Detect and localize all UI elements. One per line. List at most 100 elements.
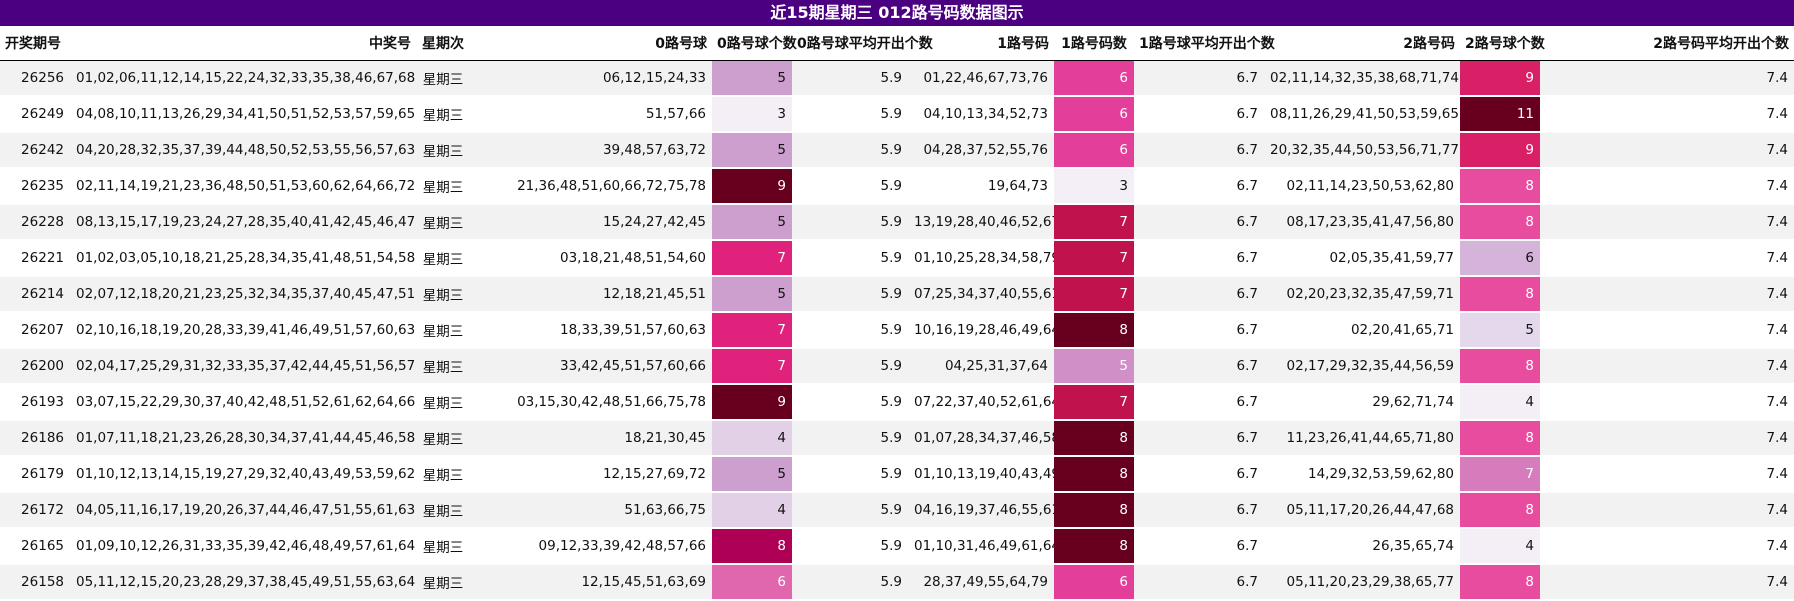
route2-count-cell: 11 [1460,96,1540,133]
route2-count-cell: 4 [1460,528,1540,565]
numbers-cell: 02,11,14,19,21,23,36,48,50,51,53,60,62,6… [70,168,416,205]
route0-avg-cell: 5.9 [792,96,908,133]
header-route1-numbers[interactable]: 1路号码 [908,26,1054,61]
route2-avg-cell: 7.4 [1540,384,1794,421]
route2-avg-cell: 7.4 [1540,348,1794,385]
route1-count-cell: 5 [1054,348,1134,385]
header-route2-avg[interactable]: 2路号码平均开出个数 [1540,26,1794,61]
issue-cell: 26186 [0,420,70,457]
page-title: 近15期星期三 012路号码数据图示 [0,0,1794,26]
route1-count-cell: 6 [1054,564,1134,601]
route0-avg-cell: 5.9 [792,348,908,385]
header-route1-avg[interactable]: 1路号球平均开出个数 [1134,26,1275,61]
route1-count-cell: 6 [1054,132,1134,169]
route0-count-cell: 9 [712,168,792,205]
issue-cell: 26256 [0,60,70,97]
route0-avg-cell: 5.9 [792,276,908,313]
table-row: 26158 05,11,12,15,20,23,28,29,37,38,45,49… [0,564,1794,601]
table-row: 26186 01,07,11,18,21,23,26,28,30,34,37,41… [0,420,1794,457]
table-row: 26235 02,11,14,19,21,23,36,48,50,51,53,60… [0,168,1794,205]
weekday-cell: 星期三 [416,204,470,241]
weekday-cell: 星期三 [416,384,470,421]
table-body: 26256 01,02,06,11,12,14,15,22,24,32,33,35… [0,60,1794,601]
route2-avg-cell: 7.4 [1540,204,1794,241]
header-route1-count[interactable]: 1路号码数 [1054,26,1134,61]
route1-numbers-cell: 19,64,73 [908,168,1054,205]
issue-cell: 26235 [0,168,70,205]
route2-numbers-cell: 08,11,26,29,41,50,53,59,65,74,77 [1264,96,1460,133]
header-route2-count[interactable]: 2路号球个数 [1460,26,1545,61]
route1-avg-cell: 6.7 [1134,528,1264,565]
route2-numbers-cell: 20,32,35,44,50,53,56,71,77 [1264,132,1460,169]
numbers-cell: 05,11,12,15,20,23,28,29,37,38,45,49,51,5… [70,564,416,601]
route0-numbers-cell: 21,36,48,51,60,66,72,75,78 [470,168,712,205]
route0-count-cell: 7 [712,312,792,349]
route2-numbers-cell: 08,17,23,35,41,47,56,80 [1264,204,1460,241]
route2-count-cell: 8 [1460,564,1540,601]
route2-avg-cell: 7.4 [1540,312,1794,349]
weekday-cell: 星期三 [416,60,470,97]
route1-count-cell: 7 [1054,276,1134,313]
route1-numbers-cell: 07,25,34,37,40,55,61 [908,276,1054,313]
route2-numbers-cell: 02,20,41,65,71 [1264,312,1460,349]
table-row: 26200 02,04,17,25,29,31,32,33,35,37,42,44… [0,348,1794,385]
route0-numbers-cell: 33,42,45,51,57,60,66 [470,348,712,385]
route1-count-cell: 3 [1054,168,1134,205]
route2-avg-cell: 7.4 [1540,96,1794,133]
issue-cell: 26172 [0,492,70,529]
route0-numbers-cell: 18,33,39,51,57,60,63 [470,312,712,349]
route1-count-cell: 8 [1054,528,1134,565]
route2-count-cell: 8 [1460,492,1540,529]
header-weekday[interactable]: 星期次 [416,26,470,61]
numbers-cell: 01,10,12,13,14,15,19,27,29,32,40,43,49,5… [70,456,416,493]
route2-avg-cell: 7.4 [1540,168,1794,205]
route2-count-cell: 9 [1460,60,1540,97]
route0-count-cell: 4 [712,420,792,457]
weekday-cell: 星期三 [416,312,470,349]
route0-numbers-cell: 15,24,27,42,45 [470,204,712,241]
numbers-cell: 04,08,10,11,13,26,29,34,41,50,51,52,53,5… [70,96,416,133]
route2-numbers-cell: 02,20,23,32,35,47,59,71 [1264,276,1460,313]
header-route2-numbers[interactable]: 2路号码 [1264,26,1460,61]
route0-numbers-cell: 09,12,33,39,42,48,57,66 [470,528,712,565]
route1-numbers-cell: 04,16,19,37,46,55,61,70 [908,492,1054,529]
route0-count-cell: 9 [712,384,792,421]
route0-numbers-cell: 18,21,30,45 [470,420,712,457]
route2-count-cell: 6 [1460,240,1540,277]
route1-numbers-cell: 01,10,25,28,34,58,79 [908,240,1054,277]
route1-avg-cell: 6.7 [1134,60,1264,97]
route2-numbers-cell: 02,05,35,41,59,77 [1264,240,1460,277]
table-row: 26165 01,09,10,12,26,31,33,35,39,42,46,48… [0,528,1794,565]
route0-avg-cell: 5.9 [792,168,908,205]
route0-numbers-cell: 12,15,45,51,63,69 [470,564,712,601]
route2-numbers-cell: 05,11,17,20,26,44,47,68 [1264,492,1460,529]
route1-numbers-cell: 01,10,13,19,40,43,49,73 [908,456,1054,493]
numbers-cell: 01,09,10,12,26,31,33,35,39,42,46,48,49,5… [70,528,416,565]
header-numbers[interactable]: 中奖号 [70,26,416,61]
route1-avg-cell: 6.7 [1134,168,1264,205]
route1-avg-cell: 6.7 [1134,384,1264,421]
route2-avg-cell: 7.4 [1540,420,1794,457]
table-row: 26179 01,10,12,13,14,15,19,27,29,32,40,43… [0,456,1794,493]
route2-count-cell: 8 [1460,276,1540,313]
weekday-cell: 星期三 [416,528,470,565]
header-route0-avg[interactable]: 0路号球平均开出个数 [792,26,933,61]
route1-avg-cell: 6.7 [1134,312,1264,349]
header-route0-numbers[interactable]: 0路号球 [470,26,712,61]
route0-avg-cell: 5.9 [792,456,908,493]
route1-avg-cell: 6.7 [1134,492,1264,529]
route1-count-cell: 7 [1054,204,1134,241]
route2-avg-cell: 7.4 [1540,132,1794,169]
route0-avg-cell: 5.9 [792,420,908,457]
route1-numbers-cell: 04,28,37,52,55,76 [908,132,1054,169]
issue-cell: 26228 [0,204,70,241]
route0-count-cell: 7 [712,240,792,277]
route1-count-cell: 8 [1054,312,1134,349]
issue-cell: 26200 [0,348,70,385]
route2-avg-cell: 7.4 [1540,60,1794,97]
header-issue[interactable]: 开奖期号 [0,26,70,61]
numbers-cell: 02,04,17,25,29,31,32,33,35,37,42,44,45,5… [70,348,416,385]
route1-avg-cell: 6.7 [1134,564,1264,601]
header-route0-count[interactable]: 0路号球个数 [712,26,797,61]
route2-avg-cell: 7.4 [1540,456,1794,493]
